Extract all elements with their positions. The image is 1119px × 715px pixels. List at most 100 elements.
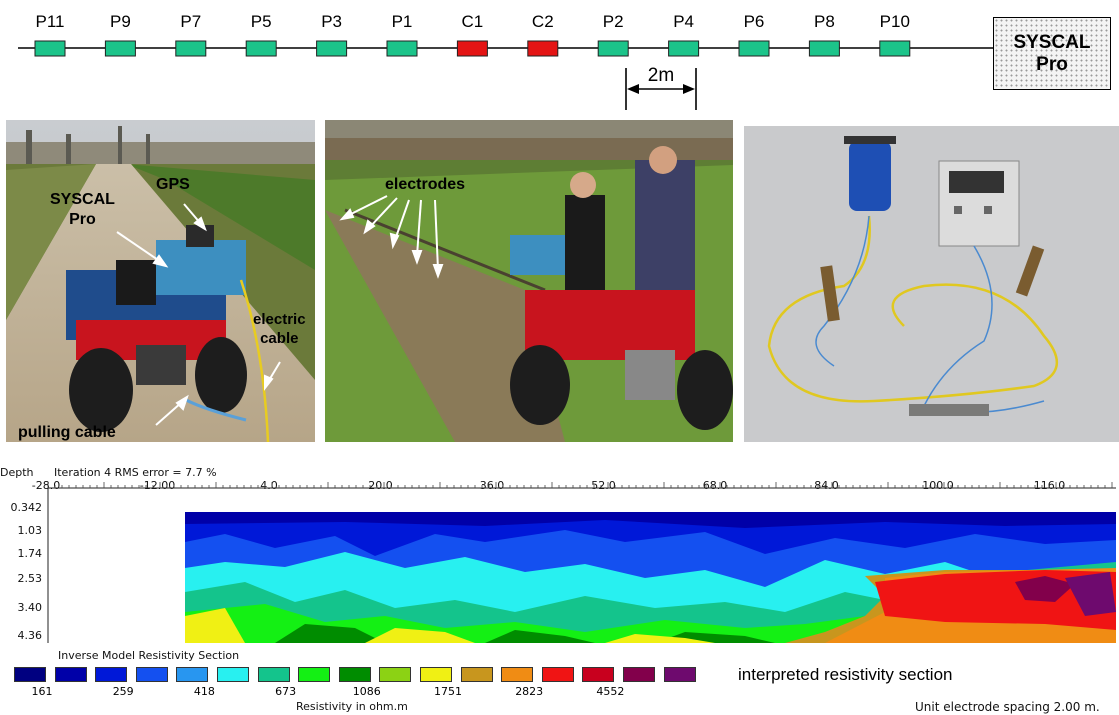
depth-label: 0.342 xyxy=(10,501,43,514)
units-label: Resistivity in ohm.m xyxy=(296,700,408,713)
electrode-label-p3: P3 xyxy=(321,12,342,31)
legend-swatch xyxy=(379,667,412,682)
quad-bike-track-image xyxy=(6,120,315,442)
legend-value-label: 418 xyxy=(193,685,215,698)
electrode-p1 xyxy=(386,40,418,57)
spacing-note: Unit electrode spacing 2.00 m. xyxy=(915,700,1100,714)
x-tick-label: 20.0 xyxy=(368,479,393,492)
electrode-array-diagram: P11 P9 P7 P5 P3 P1 C1 C2 P2 P4 P6 P8 P10 2m xyxy=(18,12,994,110)
electrode-p9 xyxy=(104,40,136,57)
electrode-c1 xyxy=(456,40,488,57)
depth-label: 3.40 xyxy=(17,601,43,614)
legend-value-label: 2823 xyxy=(515,685,544,698)
syscal-pro-device-box: SYSCAL Pro xyxy=(993,17,1111,90)
label-electrodes: electrodes xyxy=(385,176,466,193)
legend-value-label: 161 xyxy=(31,685,53,698)
electrode-label-p9: P9 xyxy=(110,12,131,31)
electrode-label-p11: P11 xyxy=(36,12,65,31)
electrode-p7 xyxy=(175,40,207,57)
legend-swatch xyxy=(257,667,290,682)
legend-swatch xyxy=(501,667,534,682)
syscal-device-label: SYSCAL xyxy=(1013,31,1091,53)
depth-label: 2.53 xyxy=(17,572,43,585)
legend-swatch xyxy=(663,667,696,682)
legend-value-label: 673 xyxy=(275,685,297,698)
electrode-p4 xyxy=(668,40,700,57)
depth-title: Depth xyxy=(0,466,34,479)
field-electrodes-image xyxy=(325,120,733,442)
x-tick-label: 100.0 xyxy=(922,479,954,492)
legend-value-label: 259 xyxy=(112,685,134,698)
dimension-arrowhead-right xyxy=(683,84,695,94)
electrode-c2 xyxy=(527,40,559,57)
legend-swatch xyxy=(95,667,128,682)
legend-swatch xyxy=(623,667,655,682)
electrode-p2 xyxy=(597,40,629,57)
legend-swatch xyxy=(14,667,46,682)
depth-label: 1.74 xyxy=(17,547,43,560)
label-pulling-cable: pulling cable xyxy=(18,424,116,441)
x-tick-label: -28.0 xyxy=(31,479,61,492)
label-gps: GPS xyxy=(156,176,190,193)
electrode-label-p2: P2 xyxy=(603,12,624,31)
label-electric-cable: electric cable xyxy=(253,310,306,348)
electrode-label-p5: P5 xyxy=(251,12,272,31)
dimension-arrowhead-left xyxy=(627,84,639,94)
syscal-device-model: Pro xyxy=(1036,53,1068,75)
electrode-p11 xyxy=(34,40,66,57)
resistivity-section-image xyxy=(185,512,1116,643)
x-tick-label: 84.0 xyxy=(814,479,839,492)
electrode-label-c2: C2 xyxy=(532,12,554,31)
x-tick-label: 116.0 xyxy=(1033,479,1066,492)
legend-value-label: 1751 xyxy=(434,685,462,698)
label-electric-line1: electric xyxy=(253,311,306,328)
x-tick-label: 52.0 xyxy=(591,479,616,492)
legend-swatch xyxy=(176,667,209,682)
electrode-p10 xyxy=(879,40,911,57)
depth-label: 1.03 xyxy=(17,524,43,537)
interpreted-caption: interpreted resistivity section xyxy=(738,665,953,684)
legend-swatch xyxy=(460,667,493,682)
electrode-label-p4: P4 xyxy=(673,12,694,31)
spacing-label: 2m xyxy=(648,65,674,86)
electrode-p8 xyxy=(808,40,840,57)
photo1-arrows xyxy=(116,203,281,426)
legend-swatch xyxy=(582,667,615,682)
label-electric-line2: cable xyxy=(260,330,299,347)
electrode-group: P11 P9 P7 P5 P3 P1 C1 C2 P2 P4 P6 P8 P10 xyxy=(34,12,911,57)
legend-swatch xyxy=(338,667,371,682)
photo-field-electrodes: electrodes xyxy=(325,120,733,442)
legend-swatch xyxy=(54,667,87,682)
electrode-label-p6: P6 xyxy=(744,12,765,31)
legend-value-label: 4552 xyxy=(596,685,625,698)
equipment-image xyxy=(744,126,1119,442)
electrode-p5 xyxy=(245,40,277,57)
x-tick-label: -12.00 xyxy=(139,479,176,492)
label-syscal-line1: SYSCAL xyxy=(50,191,115,208)
minor-ticks xyxy=(47,482,1113,488)
iteration-label: Iteration 4 RMS error = 7.7 % xyxy=(54,466,217,479)
electrode-label-p7: P7 xyxy=(180,12,201,31)
legend-swatch xyxy=(135,667,168,682)
label-syscal-pro: SYSCAL Pro xyxy=(50,190,115,230)
photo-equipment xyxy=(744,126,1119,442)
legend-swatch xyxy=(298,667,331,682)
depth-label: 4.36 xyxy=(17,629,43,642)
x-tick-label: 68.0 xyxy=(702,479,728,492)
legend-value-label: 1086 xyxy=(352,685,381,698)
electrode-p3 xyxy=(316,40,348,57)
electrode-label-p10: P10 xyxy=(880,12,910,31)
electrode-label-c1: C1 xyxy=(462,12,484,31)
electrode-label-p1: P1 xyxy=(392,12,413,31)
legend-swatch xyxy=(420,667,452,682)
x-tick-label: 4.0 xyxy=(260,479,278,492)
x-tick-label: 36.0 xyxy=(479,479,505,492)
section-axes xyxy=(47,482,1116,643)
legend-swatch xyxy=(541,667,574,682)
electrode-label-p8: P8 xyxy=(814,12,835,31)
legend-swatch xyxy=(217,667,249,682)
electrode-p6 xyxy=(738,40,770,57)
photo-quad-bike-track: GPS SYSCAL Pro electric cable pulling ca… xyxy=(6,120,315,442)
label-syscal-line2: Pro xyxy=(69,211,96,228)
legend-title: Inverse Model Resistivity Section xyxy=(58,649,240,662)
